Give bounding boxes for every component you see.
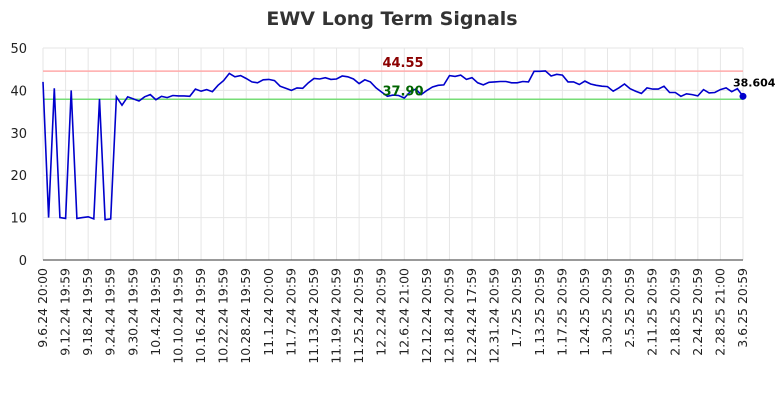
x-tick-label: 1.30.25 20:59: [600, 268, 615, 356]
x-tick-label: 9.30.24 19:59: [125, 268, 140, 356]
x-tick-label: 9.18.24 19:59: [80, 268, 95, 356]
x-tick-label: 1.24.25 20:59: [577, 268, 592, 356]
x-tick-label: 12.24.24 17:59: [464, 268, 479, 364]
x-tick-label: 10.16.24 19:59: [193, 268, 208, 364]
x-tick-label: 2.24.25 20:59: [690, 268, 705, 356]
x-tick-label: 12.12.24 20:59: [419, 268, 434, 364]
y-tick-label: 0: [19, 254, 27, 269]
x-tick-label: 2.28.25 21:00: [712, 268, 727, 356]
x-tick-label: 12.6.24 21:00: [396, 268, 411, 356]
x-tick-label: 10.4.24 19:59: [148, 268, 163, 356]
x-tick-label: 12.31.24 20:59: [487, 268, 502, 364]
x-tick-label: 9.24.24 19:59: [103, 268, 118, 356]
x-tick-label: 1.7.25 20:59: [509, 268, 524, 348]
last-point: [739, 92, 747, 100]
x-tick-label: 2.11.25 20:59: [645, 268, 660, 356]
x-tick-label: 11.19.24 20:59: [329, 268, 344, 364]
x-tick-label: 2.5.25 20:59: [622, 268, 637, 348]
x-tick-label: 10.22.24 19:59: [216, 268, 231, 364]
data-line: [42, 70, 744, 221]
reference-label: 44.55: [382, 56, 423, 71]
y-tick-label: 50: [10, 42, 27, 57]
y-tick-label: 10: [10, 212, 27, 227]
x-tick-label: 12.2.24 20:59: [374, 268, 389, 356]
x-tick-label: 12.18.24 20:59: [441, 268, 456, 364]
x-tick-label: 11.1.24 20:00: [261, 268, 276, 356]
reference-label: 37.90: [382, 84, 423, 99]
x-tick-label: 11.13.24 20:59: [306, 268, 321, 364]
x-tick-label: 10.10.24 19:59: [170, 268, 185, 364]
x-tick-label: 9.12.24 19:59: [58, 268, 73, 356]
y-tick-label: 20: [10, 169, 27, 184]
x-tick-label: 11.25.24 20:59: [351, 268, 366, 364]
x-tick-label: 3.6.25 20:59: [735, 268, 750, 348]
x-tick-label: 1.13.25 20:59: [532, 268, 547, 356]
x-tick-label: 11.7.24 20:59: [283, 268, 298, 356]
last-value-label: 38.604: [733, 76, 776, 89]
chart-title: EWV Long Term Signals: [266, 8, 517, 30]
x-tick-label: 9.6.24 20:00: [35, 268, 50, 348]
x-tick-label: 10.28.24 19:59: [238, 268, 253, 364]
x-tick-label: 2.18.25 20:59: [667, 268, 682, 356]
y-tick-label: 30: [10, 127, 27, 142]
y-tick-label: 40: [10, 84, 27, 99]
x-tick-label: 1.17.25 20:59: [554, 268, 569, 356]
